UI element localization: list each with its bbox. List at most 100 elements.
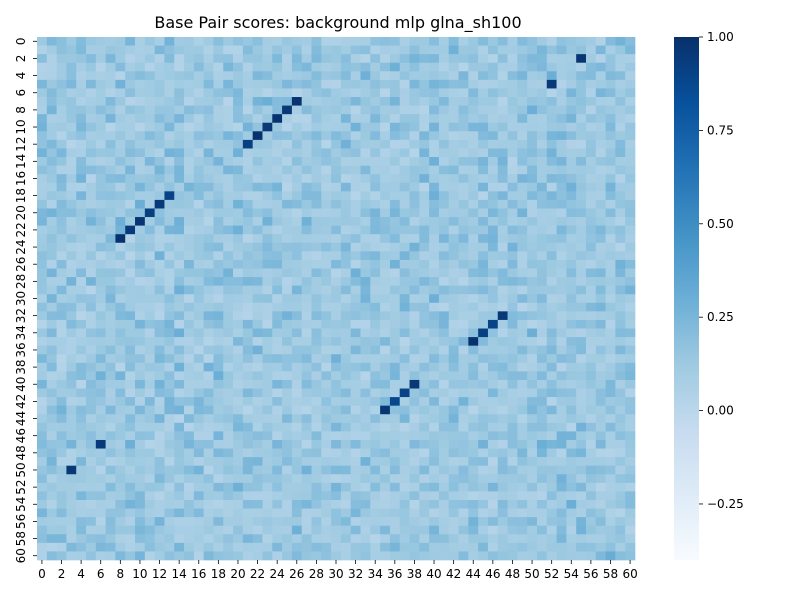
heatmap-cell [242,534,254,544]
heatmap-cell [144,457,155,467]
heatmap-cell [193,79,204,89]
heatmap-cell [625,431,636,441]
heatmap-cell [321,165,332,175]
heatmap-cell [272,302,283,312]
heatmap-cell [242,242,254,252]
heatmap-cell [507,508,518,518]
heatmap-cell [615,105,626,115]
heatmap-cell [252,482,263,492]
heatmap-cell [86,448,97,458]
heatmap-cell [213,362,224,372]
heatmap-cell [615,234,626,244]
heatmap-cell [536,534,548,544]
heatmap-cell [233,491,244,501]
heatmap-cell [370,337,381,346]
heatmap-cell [291,285,303,295]
heatmap-cell [95,157,106,166]
heatmap-cell [360,105,371,115]
heatmap-cell [291,448,303,458]
x-tick-label: 56 [583,567,598,581]
heatmap-cell [507,491,518,501]
heatmap-cell [203,465,214,475]
heatmap-cell [135,54,146,64]
heatmap-cell [448,199,459,209]
heatmap-cell [233,268,244,278]
heatmap-cell [272,388,283,398]
heatmap-cell [46,551,57,561]
heatmap-cell [585,448,597,458]
heatmap-cell [331,45,342,55]
heatmap-cell [242,431,254,441]
heatmap-cell [527,285,538,295]
heatmap-cell [399,482,410,492]
heatmap-cell [487,62,499,72]
heatmap-cell [438,542,450,552]
heatmap-cell [389,139,401,149]
heatmap-cell [301,97,312,106]
heatmap-cell [448,105,459,115]
heatmap-cell [409,165,420,175]
heatmap-cell [380,482,391,492]
heatmap-cell [154,319,165,329]
heatmap-cell [497,311,508,321]
heatmap-cell [478,294,489,304]
heatmap-cell [291,122,303,132]
heatmap-cell [585,319,597,329]
x-tick-label: 2 [58,567,66,581]
heatmap-cell [223,131,234,141]
heatmap-cell [105,97,116,106]
heatmap-cell [125,294,136,304]
heatmap-cell [370,268,381,278]
heatmap-cell [527,37,538,46]
heatmap-cell [556,414,567,424]
heatmap-cell [605,337,616,346]
heatmap-cell [507,191,518,201]
heatmap-cell [536,131,548,141]
heatmap-cell [66,465,77,475]
heatmap-cell [595,88,606,98]
heatmap-cell [340,139,352,149]
heatmap-cell [301,551,312,561]
heatmap-cell [497,217,508,226]
heatmap-cell [95,379,106,389]
heatmap-cell [105,139,116,149]
heatmap-cell [478,234,489,244]
heatmap-cell [37,45,48,55]
heatmap-cell [409,259,420,269]
heatmap-cell [566,251,577,261]
heatmap-cell [360,139,371,149]
heatmap-cell [193,542,204,552]
heatmap-cell [203,268,214,278]
heatmap-cell [419,457,430,467]
heatmap-cell [380,448,391,458]
heatmap-cell [46,302,57,312]
heatmap-cell [438,165,450,175]
heatmap-cell [95,465,106,475]
heatmap-cell [350,242,361,252]
heatmap-cell [242,174,254,184]
heatmap-cell [527,114,538,124]
heatmap-cell [115,37,126,46]
heatmap-cell [233,217,244,226]
heatmap-cell [282,88,293,98]
heatmap-cell [135,345,146,355]
heatmap-cell [605,517,616,527]
heatmap-cell [468,525,479,535]
heatmap-cell [144,251,155,261]
heatmap-cell [37,97,48,106]
heatmap-cell [37,199,48,209]
heatmap-cell [478,328,489,338]
heatmap-cell [595,302,606,312]
heatmap-cell [517,499,528,509]
heatmap-cell [154,191,165,201]
heatmap-cell [291,199,303,209]
heatmap-cell [566,268,577,278]
heatmap-cell [595,199,606,209]
heatmap-cell [350,54,361,64]
heatmap-cell [311,268,322,278]
heatmap-cell [595,491,606,501]
heatmap-cell [399,457,410,467]
heatmap-cell [399,508,410,518]
heatmap-cell [291,302,303,312]
heatmap-cell [76,97,87,106]
